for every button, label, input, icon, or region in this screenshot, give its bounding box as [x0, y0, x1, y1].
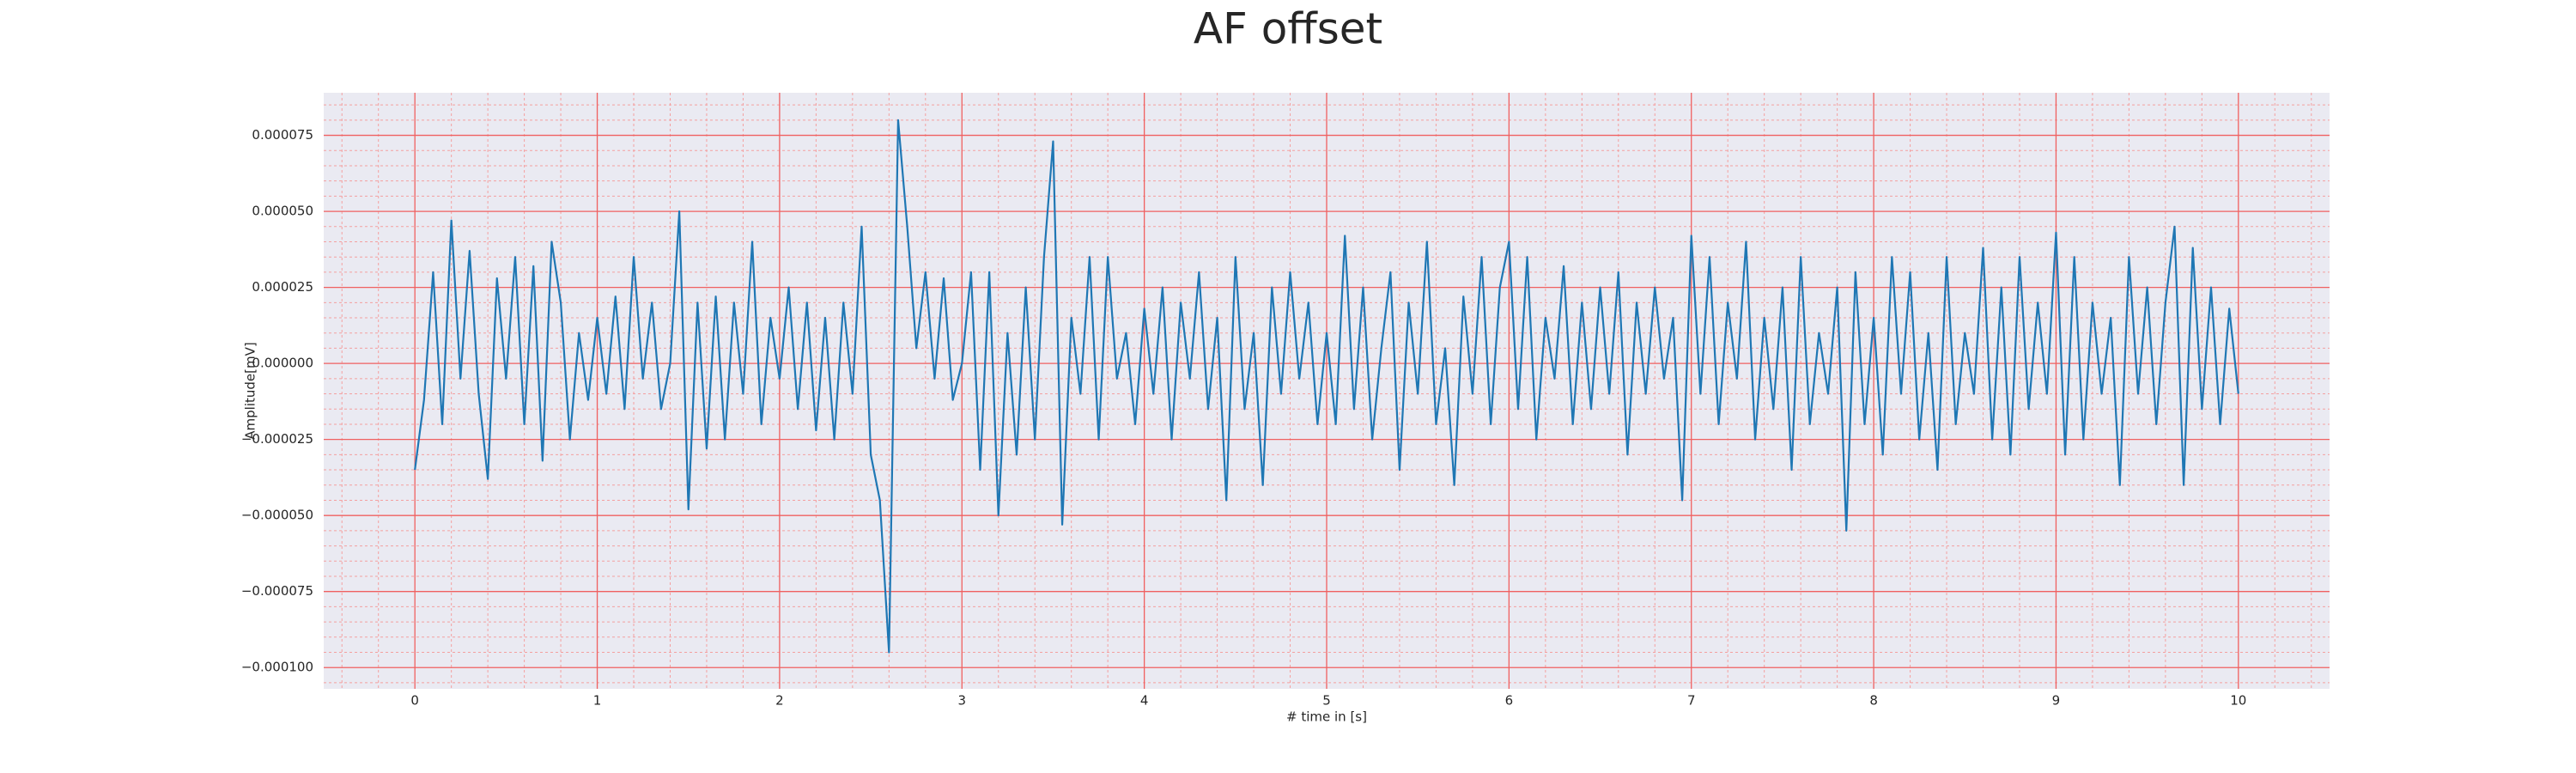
y-tick-label: −0.000075	[241, 583, 313, 599]
y-tick-label: −0.000025	[241, 431, 313, 447]
x-tick-label: 10	[2230, 693, 2246, 709]
y-tick-label: −0.000050	[241, 508, 313, 523]
y-tick-label: 0.000025	[252, 279, 313, 295]
x-tick-label: 3	[957, 693, 966, 709]
x-tick-label: 6	[1505, 693, 1514, 709]
x-tick-label: 7	[1687, 693, 1696, 709]
x-tick-label: 2	[775, 693, 784, 709]
x-tick-label: 9	[2052, 693, 2061, 709]
data-line	[414, 119, 2239, 654]
x-tick-label: 5	[1322, 693, 1331, 709]
y-axis-label: Amplitude[mV]	[243, 342, 258, 439]
y-tick-label: 0.000075	[252, 127, 313, 143]
x-tick-label: 4	[1140, 693, 1149, 709]
y-tick-label: 0.000050	[252, 204, 313, 219]
x-axis-label: # time in [s]	[1286, 709, 1367, 725]
chart-title: AF offset	[1194, 4, 1382, 54]
x-tick-label: 0	[410, 693, 419, 709]
x-tick-label: 1	[593, 693, 602, 709]
y-tick-label: 0.000000	[252, 356, 313, 371]
y-tick-label: −0.000100	[241, 660, 313, 675]
x-tick-label: 8	[1869, 693, 1878, 709]
